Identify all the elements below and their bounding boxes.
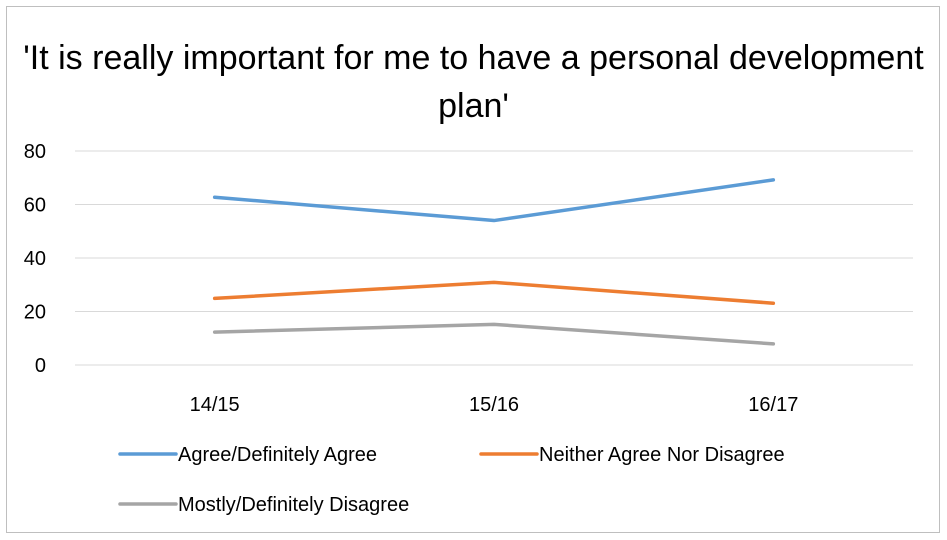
x-axis-labels: 14/15 15/16 16/17 (190, 394, 799, 416)
legend-label: Agree/Definitely Agree (178, 444, 377, 466)
y-tick-label: 40 (24, 248, 46, 270)
y-axis-labels: 0 20 40 60 80 (24, 141, 46, 377)
x-tick-label: 14/15 (190, 394, 240, 416)
series-lines (212, 178, 776, 346)
x-tick-label: 16/17 (748, 394, 798, 416)
y-tick-label: 80 (24, 141, 46, 163)
series-line-2 (212, 322, 776, 346)
chart-frame (6, 6, 940, 533)
legend-item: Agree/Definitely Agree (118, 444, 377, 466)
legend-item: Mostly/Definitely Disagree (118, 494, 409, 516)
y-tick-label: 20 (24, 302, 46, 324)
chart-title: 'It is really important for me to have a… (23, 39, 924, 125)
y-tick-label: 60 (24, 195, 46, 217)
x-tick-label: 15/16 (469, 394, 519, 416)
gridlines (75, 150, 913, 366)
legend-label: Neither Agree Nor Disagree (539, 444, 785, 466)
legend-label: Mostly/Definitely Disagree (178, 494, 409, 516)
series-line-1 (212, 280, 776, 305)
legend: Agree/Definitely Agree Neither Agree Nor … (118, 444, 785, 516)
legend-item: Neither Agree Nor Disagree (479, 444, 785, 466)
series-line-0 (212, 178, 776, 223)
y-tick-label: 0 (35, 355, 46, 377)
